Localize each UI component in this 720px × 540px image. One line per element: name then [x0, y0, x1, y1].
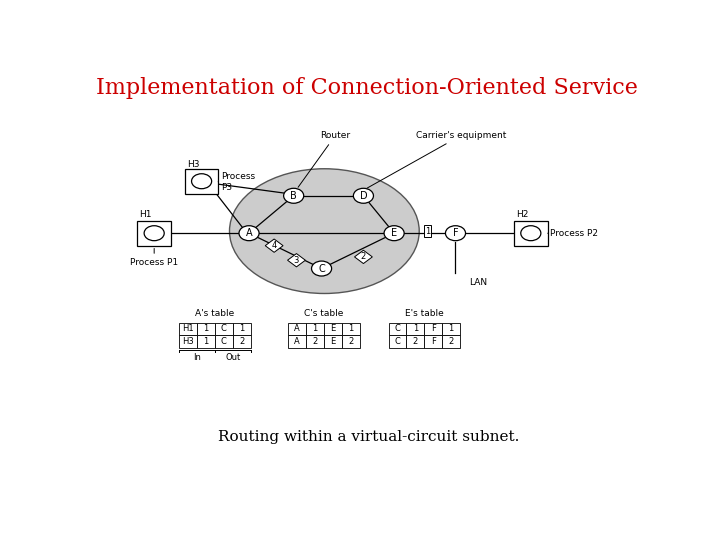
Text: B: B	[290, 191, 297, 201]
Text: 1: 1	[449, 325, 454, 333]
FancyBboxPatch shape	[424, 322, 442, 335]
Polygon shape	[265, 239, 283, 252]
Text: F: F	[453, 228, 459, 238]
Text: D: D	[359, 191, 367, 201]
FancyBboxPatch shape	[288, 322, 306, 335]
FancyBboxPatch shape	[442, 322, 460, 335]
Text: Implementation of Connection-Oriented Service: Implementation of Connection-Oriented Se…	[96, 77, 637, 99]
Text: E: E	[391, 228, 397, 238]
Text: F: F	[431, 337, 436, 346]
Text: Out: Out	[225, 353, 240, 362]
Text: C: C	[318, 264, 325, 274]
Text: F: F	[431, 325, 436, 333]
Text: 1: 1	[239, 325, 244, 333]
Circle shape	[284, 188, 304, 203]
FancyBboxPatch shape	[197, 335, 215, 348]
Text: Process P1: Process P1	[130, 258, 179, 267]
Text: 1: 1	[204, 325, 209, 333]
FancyBboxPatch shape	[288, 335, 306, 348]
Text: Process P2: Process P2	[550, 229, 598, 238]
FancyBboxPatch shape	[406, 322, 424, 335]
Circle shape	[354, 188, 374, 203]
FancyBboxPatch shape	[324, 335, 342, 348]
Text: A: A	[246, 228, 252, 238]
FancyBboxPatch shape	[233, 322, 251, 335]
FancyBboxPatch shape	[342, 335, 359, 348]
Text: C's table: C's table	[304, 309, 343, 319]
Text: 2: 2	[413, 337, 418, 346]
Text: 4: 4	[271, 241, 276, 250]
Text: 2: 2	[348, 337, 354, 346]
FancyBboxPatch shape	[389, 335, 406, 348]
Circle shape	[384, 226, 404, 241]
Polygon shape	[287, 254, 305, 267]
Text: Process
P3: Process P3	[221, 172, 256, 192]
FancyBboxPatch shape	[342, 322, 359, 335]
Circle shape	[446, 226, 466, 241]
FancyBboxPatch shape	[514, 221, 548, 246]
Circle shape	[521, 226, 541, 241]
Text: H3: H3	[182, 337, 194, 346]
Text: C: C	[221, 337, 227, 346]
Text: 2: 2	[361, 252, 366, 261]
Text: 2: 2	[239, 337, 244, 346]
FancyBboxPatch shape	[442, 335, 460, 348]
Circle shape	[192, 174, 212, 188]
FancyBboxPatch shape	[138, 221, 171, 246]
Text: E: E	[330, 337, 336, 346]
FancyBboxPatch shape	[179, 335, 197, 348]
Text: 2: 2	[312, 337, 318, 346]
Text: Routing within a virtual-circuit subnet.: Routing within a virtual-circuit subnet.	[218, 430, 520, 444]
Text: H1: H1	[182, 325, 194, 333]
FancyBboxPatch shape	[185, 168, 218, 194]
Text: In: In	[193, 353, 201, 362]
Text: Carrier's equipment: Carrier's equipment	[367, 131, 507, 188]
Text: 1: 1	[312, 325, 318, 333]
Text: A: A	[294, 325, 300, 333]
Text: 1: 1	[425, 227, 431, 235]
Text: 1: 1	[204, 337, 209, 346]
Text: H1: H1	[140, 211, 152, 219]
Text: LAN: LAN	[469, 278, 487, 287]
FancyBboxPatch shape	[306, 335, 324, 348]
FancyBboxPatch shape	[424, 335, 442, 348]
FancyBboxPatch shape	[306, 322, 324, 335]
Text: C: C	[395, 325, 400, 333]
Text: A: A	[294, 337, 300, 346]
Text: 3: 3	[294, 256, 299, 265]
Text: 2: 2	[449, 337, 454, 346]
Text: E's table: E's table	[405, 309, 444, 319]
Text: H2: H2	[516, 211, 528, 219]
Text: H3: H3	[187, 160, 199, 168]
Circle shape	[144, 226, 164, 241]
Circle shape	[312, 261, 332, 276]
FancyBboxPatch shape	[215, 322, 233, 335]
Text: 1: 1	[348, 325, 354, 333]
FancyBboxPatch shape	[406, 335, 424, 348]
Text: C: C	[395, 337, 400, 346]
FancyBboxPatch shape	[233, 335, 251, 348]
Text: C: C	[221, 325, 227, 333]
Circle shape	[239, 226, 259, 241]
FancyBboxPatch shape	[324, 322, 342, 335]
Text: E: E	[330, 325, 336, 333]
FancyBboxPatch shape	[215, 335, 233, 348]
FancyBboxPatch shape	[179, 322, 197, 335]
Text: Router: Router	[298, 131, 351, 187]
Text: A's table: A's table	[195, 309, 235, 319]
FancyBboxPatch shape	[197, 322, 215, 335]
FancyBboxPatch shape	[389, 322, 406, 335]
Text: 1: 1	[413, 325, 418, 333]
Polygon shape	[354, 250, 372, 264]
Ellipse shape	[230, 168, 419, 294]
